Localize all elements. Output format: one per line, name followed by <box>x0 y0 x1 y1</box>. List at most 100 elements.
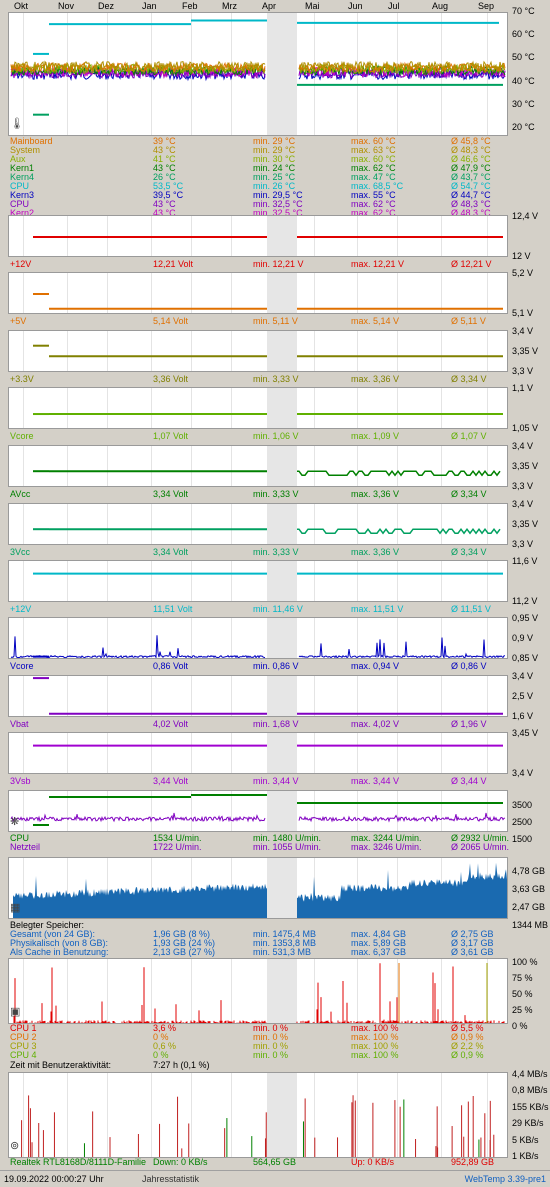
grid-line <box>191 733 192 773</box>
voltage-stat-name: +3.3V <box>10 374 34 384</box>
voltage-chart <box>8 617 508 659</box>
series-line <box>298 60 506 73</box>
month-label: Jun <box>348 1 363 11</box>
grid-line <box>231 791 232 831</box>
grid-line <box>191 504 192 544</box>
axis-tick-label: 4,78 GB <box>512 866 546 876</box>
grid-line <box>191 446 192 486</box>
axis-tick-label: 1,6 V <box>512 711 534 721</box>
series-line <box>10 635 266 658</box>
memory-area <box>13 876 267 918</box>
series-line <box>297 527 501 535</box>
stat-avg: Ø 2,75 GB <box>451 929 494 939</box>
grid-line <box>357 791 358 831</box>
grid-line <box>191 618 192 658</box>
axis-tick-label: 3500 <box>512 800 533 810</box>
axis-tick-label: 70 °C <box>512 6 535 16</box>
voltage-chart <box>8 445 508 487</box>
axis-tick-label: 75 % <box>512 973 533 983</box>
footer-version-link[interactable]: WebTemp 3.39-pre1 <box>464 1174 546 1184</box>
stat-name: Als Cache in Benutzung: <box>10 947 109 957</box>
grid-line <box>314 959 315 1023</box>
grid-line <box>23 618 24 658</box>
voltage-stat-name: +5V <box>10 316 27 326</box>
voltage-stat-cur: 5,14 Volt <box>153 316 189 326</box>
axis-tick-label: 0,85 V <box>512 653 539 663</box>
memory-chart <box>8 857 508 919</box>
grid-line <box>231 331 232 371</box>
grid-line <box>397 618 398 658</box>
series-line <box>298 637 506 658</box>
stat-min: min. 0 % <box>253 1032 289 1042</box>
grid-line <box>487 331 488 371</box>
stat-cur: 43 °C <box>153 199 176 209</box>
grid-line <box>397 273 398 313</box>
stat-cur: 1722 U/min. <box>153 842 202 852</box>
axis-tick-label: 0,95 V <box>512 613 539 623</box>
voltage-chart <box>8 560 508 602</box>
voltage-stat-name: Vcore <box>10 431 34 441</box>
axis-tick-label: 3,3 V <box>512 366 534 376</box>
stat-name: Gesamt (von 24 GB): <box>10 929 96 939</box>
stat-name: CPU <box>10 833 30 843</box>
stat-cur: 39 °C <box>153 136 176 146</box>
data-gap <box>267 331 297 371</box>
voltage-stat-cur: 11,51 Volt <box>153 604 193 614</box>
series-line <box>10 60 266 73</box>
voltage-stat-cur: 3,34 Volt <box>153 547 189 557</box>
grid-line <box>231 388 232 428</box>
grid-line <box>314 504 315 544</box>
temperature-chart <box>8 12 508 136</box>
grid-line <box>191 959 192 1023</box>
data-gap <box>267 791 297 831</box>
stat-cur: 39,5 °C <box>153 190 184 200</box>
stat-min: min. 29,5 °C <box>253 190 303 200</box>
stat-max: max. 60 °C <box>351 136 396 146</box>
stat-min: min. 26 °C <box>253 181 296 191</box>
grid-line <box>397 733 398 773</box>
grid-line <box>487 504 488 544</box>
grid-line <box>191 858 192 918</box>
grid-line <box>314 1073 315 1157</box>
network-up-total: 952,89 GB <box>451 1157 495 1167</box>
grid-line <box>357 504 358 544</box>
data-gap <box>267 959 297 1023</box>
grid-line <box>107 791 108 831</box>
grid-line <box>357 676 358 716</box>
grid-line <box>441 388 442 428</box>
month-label: Aug <box>432 1 449 11</box>
grid-line <box>487 388 488 428</box>
axis-tick-label: 29 KB/s <box>512 1118 544 1129</box>
stat-max: max. 5,89 GB <box>351 938 407 948</box>
stat-max: max. 100 % <box>351 1050 399 1060</box>
grid-line <box>441 676 442 716</box>
stat-min: min. 1475,4 MB <box>253 929 317 939</box>
grid-line <box>487 1073 488 1157</box>
stat-name: Aux <box>10 154 26 164</box>
stat-max: max. 100 % <box>351 1032 399 1042</box>
grid-line <box>151 331 152 371</box>
axis-tick-label: 3,35 V <box>512 461 539 471</box>
grid-line <box>487 618 488 658</box>
axis-tick-label: 5,1 V <box>512 308 534 318</box>
fan-chart <box>8 790 508 832</box>
axis-tick-label: 100 % <box>512 957 538 967</box>
grid-line <box>191 388 192 428</box>
grid-line <box>191 791 192 831</box>
voltage-stat-cur: 12,21 Volt <box>153 259 194 269</box>
grid-line <box>67 618 68 658</box>
axis-tick-label: 60 °C <box>512 29 535 40</box>
voltage-stat-avg: Ø 3,34 V <box>451 489 487 499</box>
stat-max: max. 6,37 GB <box>351 947 407 957</box>
grid-line <box>357 561 358 601</box>
stat-min: min. 1480 U/min. <box>253 833 322 843</box>
data-gap <box>267 618 297 658</box>
stat-name: CPU 2 <box>10 1032 37 1042</box>
month-label: Jan <box>142 1 157 11</box>
footer-timestamp: 19.09.2022 00:00:27 Uhr <box>4 1174 104 1184</box>
grid-line <box>191 676 192 716</box>
axis-tick-label: 30 °C <box>512 98 535 109</box>
grid-line <box>107 331 108 371</box>
voltage-stat-min: min. 5,11 V <box>253 316 298 326</box>
grid-line <box>23 273 24 313</box>
